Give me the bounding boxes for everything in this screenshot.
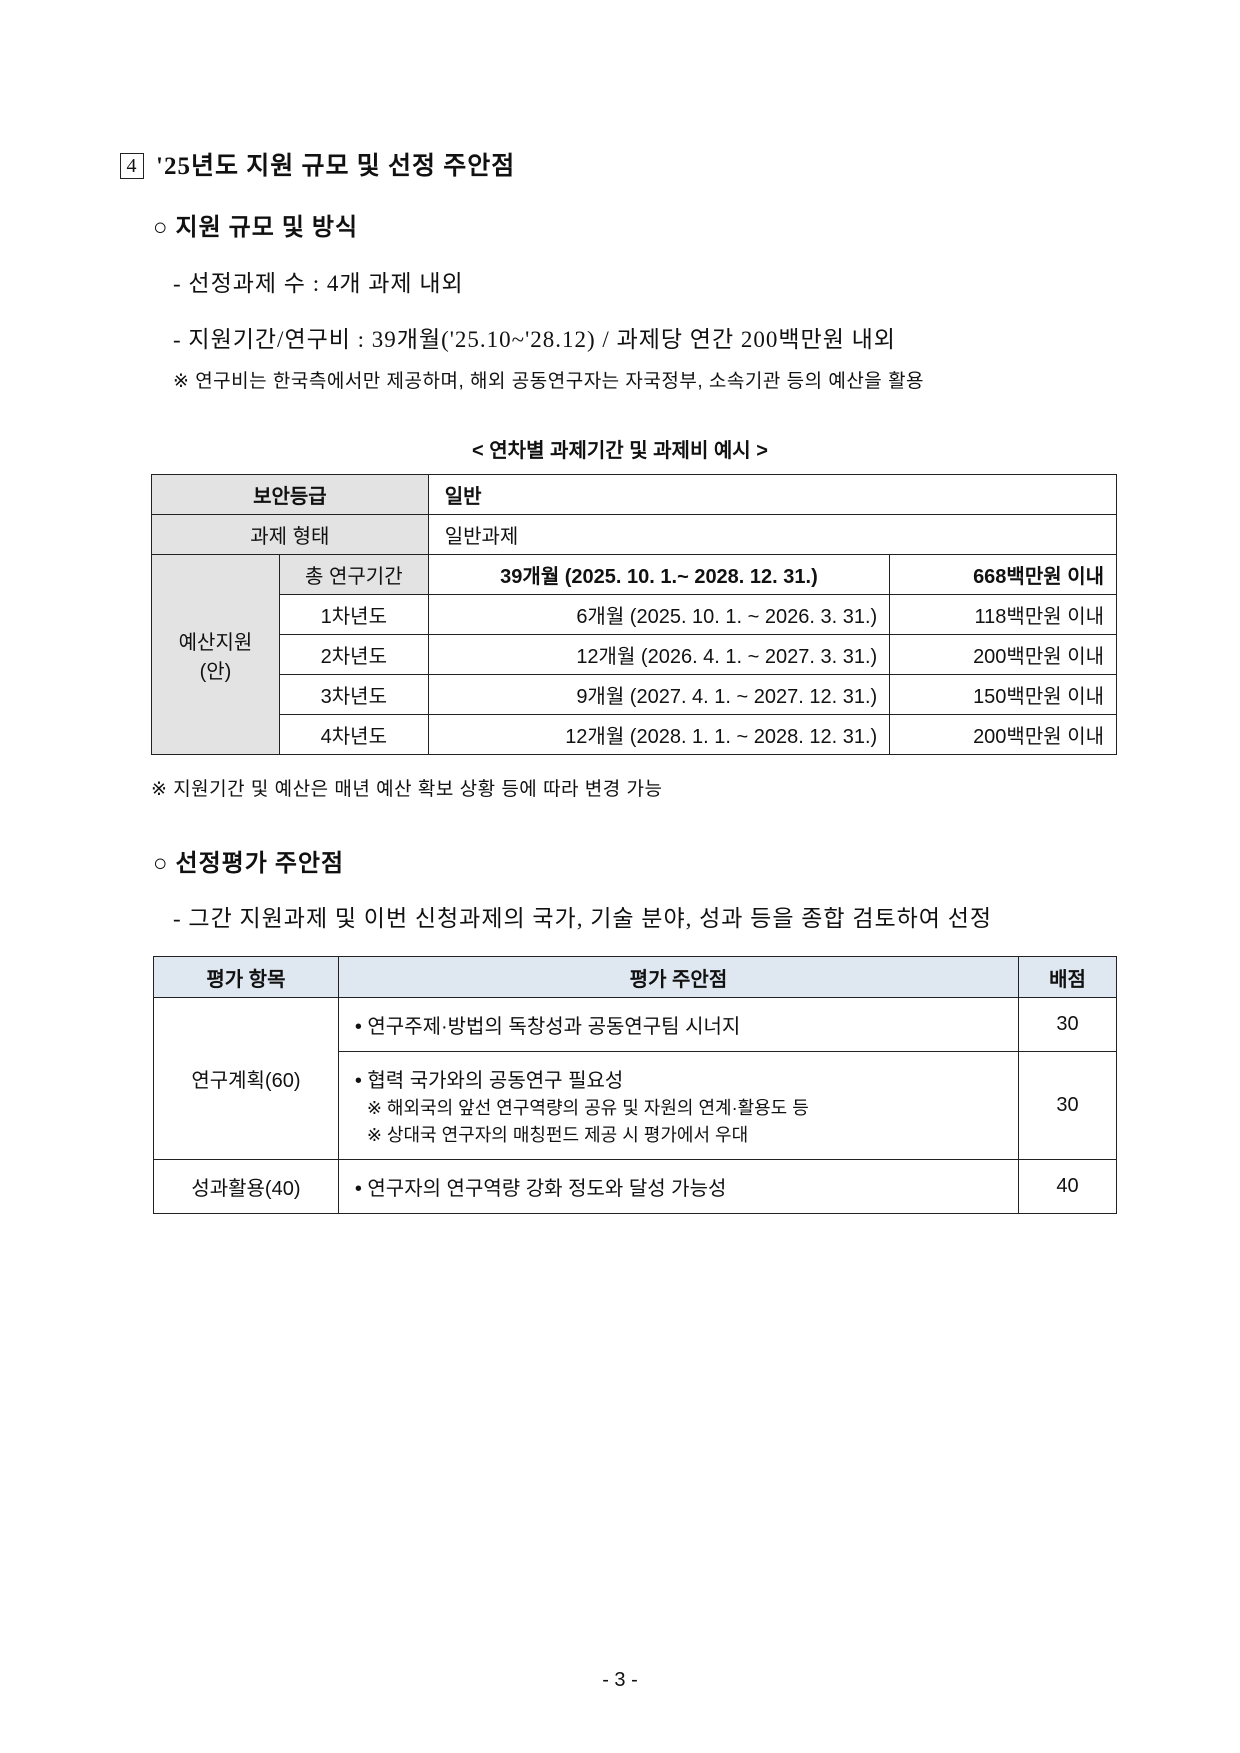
header-score: 배점	[1018, 956, 1117, 998]
score-cell: 30	[1018, 997, 1117, 1052]
table-row: 2차년도 12개월 (2026. 4. 1. ~ 2027. 3. 31.) 2…	[152, 634, 1117, 675]
type-label: 과제 형태	[151, 514, 429, 555]
table-row: 연구계획(60) • 연구주제·방법의 독창성과 공동연구팀 시너지 30	[153, 997, 1117, 1160]
amount-cell: 200백만원 이내	[889, 634, 1117, 675]
evaluation-heading: ○ 선정평가 주안점	[153, 851, 345, 877]
amount-cell: 118백만원 이내	[889, 594, 1117, 635]
budget-label: 예산지원 (안)	[151, 554, 280, 755]
header-item: 평가 항목	[153, 956, 339, 998]
period-cell: 6개월 (2025. 10. 1. ~ 2026. 3. 31.)	[427, 594, 891, 635]
amount-cell: 200백만원 이내	[889, 714, 1117, 755]
table-row: 보안등급 일반	[151, 474, 1118, 515]
criteria-note: ※ 상대국 연구자의 매칭펀드 제공 시 평가에서 우대	[366, 1125, 749, 1145]
section-heading: 4 '25년도 지원 규모 및 선정 주안점	[120, 146, 515, 182]
year-cell: 1차년도	[278, 594, 429, 635]
table-row: 성과활용(40) • 연구자의 연구역량 강화 정도와 달성 가능성 40	[153, 1159, 1117, 1214]
table-row: 예산지원 (안) 총 연구기간 39개월 (2025. 10. 1.~ 2028.…	[151, 554, 1117, 755]
support-item: - 선정과제 수 : 4개 과제 내외	[173, 271, 464, 296]
budget-note: ※ 지원기간 및 예산은 매년 예산 확보 상황 등에 따라 변경 가능	[151, 779, 663, 800]
type-value: 일반과제	[427, 514, 1118, 555]
table-row: 1차년도 6개월 (2025. 10. 1. ~ 2026. 3. 31.) 1…	[152, 594, 1117, 635]
criteria-main: • 협력 국가와의 공동연구 필요성	[354, 1070, 624, 1092]
section-title: '25년도 지원 규모 및 선정 주안점	[156, 153, 516, 180]
page-number: - 3 -	[602, 1669, 638, 1691]
result-label: 성과활용(40)	[153, 1159, 339, 1214]
period-cell: 12개월 (2026. 4. 1. ~ 2027. 3. 31.)	[427, 634, 891, 675]
security-label: 보안등급	[151, 474, 429, 515]
support-item: - 지원기간/연구비 : 39개월('25.10~'28.12) / 과제당 연…	[173, 327, 896, 352]
support-heading: ○ 지원 규모 및 방식	[153, 215, 359, 241]
year-cell: 2차년도	[278, 634, 429, 675]
period-cell: 9개월 (2027. 4. 1. ~ 2027. 12. 31.)	[427, 674, 891, 715]
period-cell: 12개월 (2028. 1. 1. ~ 2028. 12. 31.)	[427, 714, 891, 755]
table-header-row: 평가 항목 평가 주안점 배점	[153, 956, 1117, 998]
section-number-box: 4	[120, 153, 144, 179]
period-cell: 39개월 (2025. 10. 1.~ 2028. 12. 31.)	[427, 554, 891, 595]
table-row: • 협력 국가와의 공동연구 필요성 ※ 해외국의 앞선 연구역량의 공유 및 …	[154, 1051, 1117, 1160]
amount-cell: 150백만원 이내	[889, 674, 1117, 715]
year-cell: 총 연구기간	[278, 554, 429, 595]
plan-label: 연구계획(60)	[153, 997, 339, 1160]
table-caption: < 연차별 과제기간 및 과제비 예시 >	[472, 440, 768, 462]
table-row: 4차년도 12개월 (2028. 1. 1. ~ 2028. 12. 31.) …	[152, 714, 1117, 755]
amount-cell: 668백만원 이내	[889, 554, 1117, 595]
table-row: 3차년도 9개월 (2027. 4. 1. ~ 2027. 12. 31.) 1…	[152, 674, 1117, 715]
evaluation-table: 평가 항목 평가 주안점 배점 연구계획(60) • 연구주제·방법의 독창성과…	[153, 956, 1117, 1214]
budget-table: 보안등급 일반 과제 형태 일반과제 예산지원 (안) 총 연구기간 39개월 (…	[151, 474, 1118, 755]
security-value: 일반	[427, 474, 1118, 515]
score-cell: 40	[1018, 1159, 1117, 1214]
score-cell: 30	[1018, 1051, 1117, 1160]
criteria-cell: • 협력 국가와의 공동연구 필요성 ※ 해외국의 앞선 연구역량의 공유 및 …	[337, 1051, 1020, 1160]
year-cell: 4차년도	[278, 714, 429, 755]
support-note: ※ 연구비는 한국측에서만 제공하며, 해외 공동연구자는 자국정부, 소속기관…	[173, 371, 925, 392]
table-row: 과제 형태 일반과제	[151, 514, 1118, 555]
criteria-cell: • 연구주제·방법의 독창성과 공동연구팀 시너지	[337, 997, 1020, 1052]
evaluation-item: - 그간 지원과제 및 이번 신청과제의 국가, 기술 분야, 성과 등을 종합…	[173, 906, 993, 931]
year-cell: 3차년도	[278, 674, 429, 715]
criteria-cell: • 연구자의 연구역량 강화 정도와 달성 가능성	[337, 1159, 1020, 1214]
header-criteria: 평가 주안점	[337, 956, 1020, 998]
criteria-note: ※ 해외국의 앞선 연구역량의 공유 및 자원의 연계·활용도 등	[366, 1098, 809, 1118]
